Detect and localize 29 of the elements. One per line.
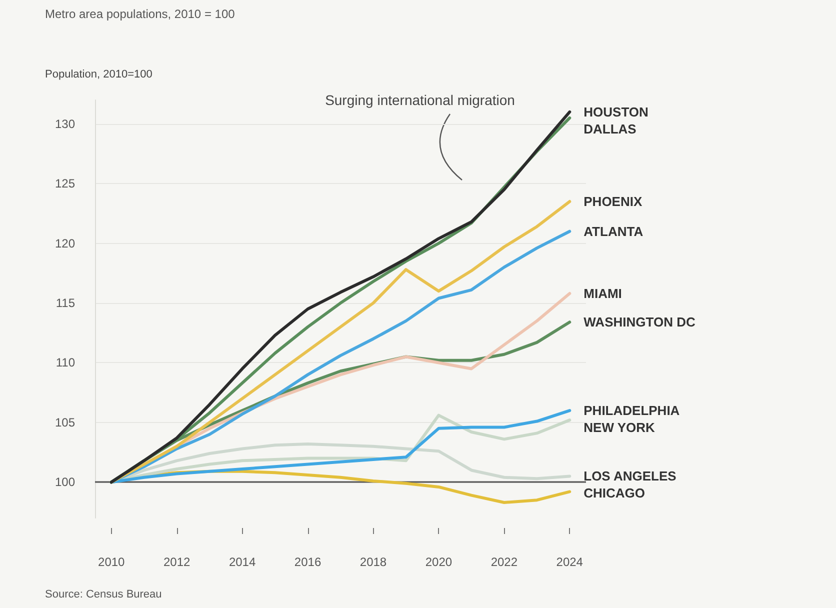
- series-label: WASHINGTON DC: [584, 314, 696, 330]
- y-tick-label: 105: [54, 415, 76, 430]
- y-tick-label: 130: [54, 116, 76, 131]
- series-label: MIAMI: [584, 286, 622, 301]
- source-note: Source: Census Bureau: [45, 588, 162, 600]
- series-label: NEW YORK: [584, 420, 656, 436]
- x-tick-label: 2022: [490, 555, 518, 569]
- series-label: PHOENIX: [584, 194, 642, 210]
- annotation: Surging international migration: [325, 92, 515, 108]
- x-tick-label: 2014: [228, 555, 256, 569]
- series-label: ATLANTA: [584, 224, 644, 239]
- series-label: CHICAGO: [584, 486, 646, 501]
- x-tick-label: 2010: [98, 555, 126, 569]
- series-label: PHILADELPHIA: [584, 403, 680, 418]
- x-tick-label: 2012: [163, 555, 191, 569]
- y-tick-label: 125: [54, 176, 76, 191]
- series-label: LOS ANGELES: [584, 468, 677, 484]
- y-tick-label: 115: [56, 296, 76, 310]
- y-axis-title: Population, 2010=100: [45, 68, 152, 80]
- x-tick-label: 2020: [425, 555, 452, 569]
- y-tick-label: 110: [56, 356, 76, 370]
- x-tick-label: 2024: [556, 555, 584, 569]
- chart-subtitle: Metro area populations, 2010 = 100: [45, 7, 236, 21]
- x-tick-label: 2018: [360, 555, 387, 569]
- y-tick-label: 100: [54, 475, 76, 490]
- y-tick-label: 120: [54, 236, 76, 250]
- x-tick-label: 2016: [294, 555, 322, 569]
- series-label: DALLAS: [584, 121, 637, 136]
- series-label: HOUSTON: [584, 104, 648, 120]
